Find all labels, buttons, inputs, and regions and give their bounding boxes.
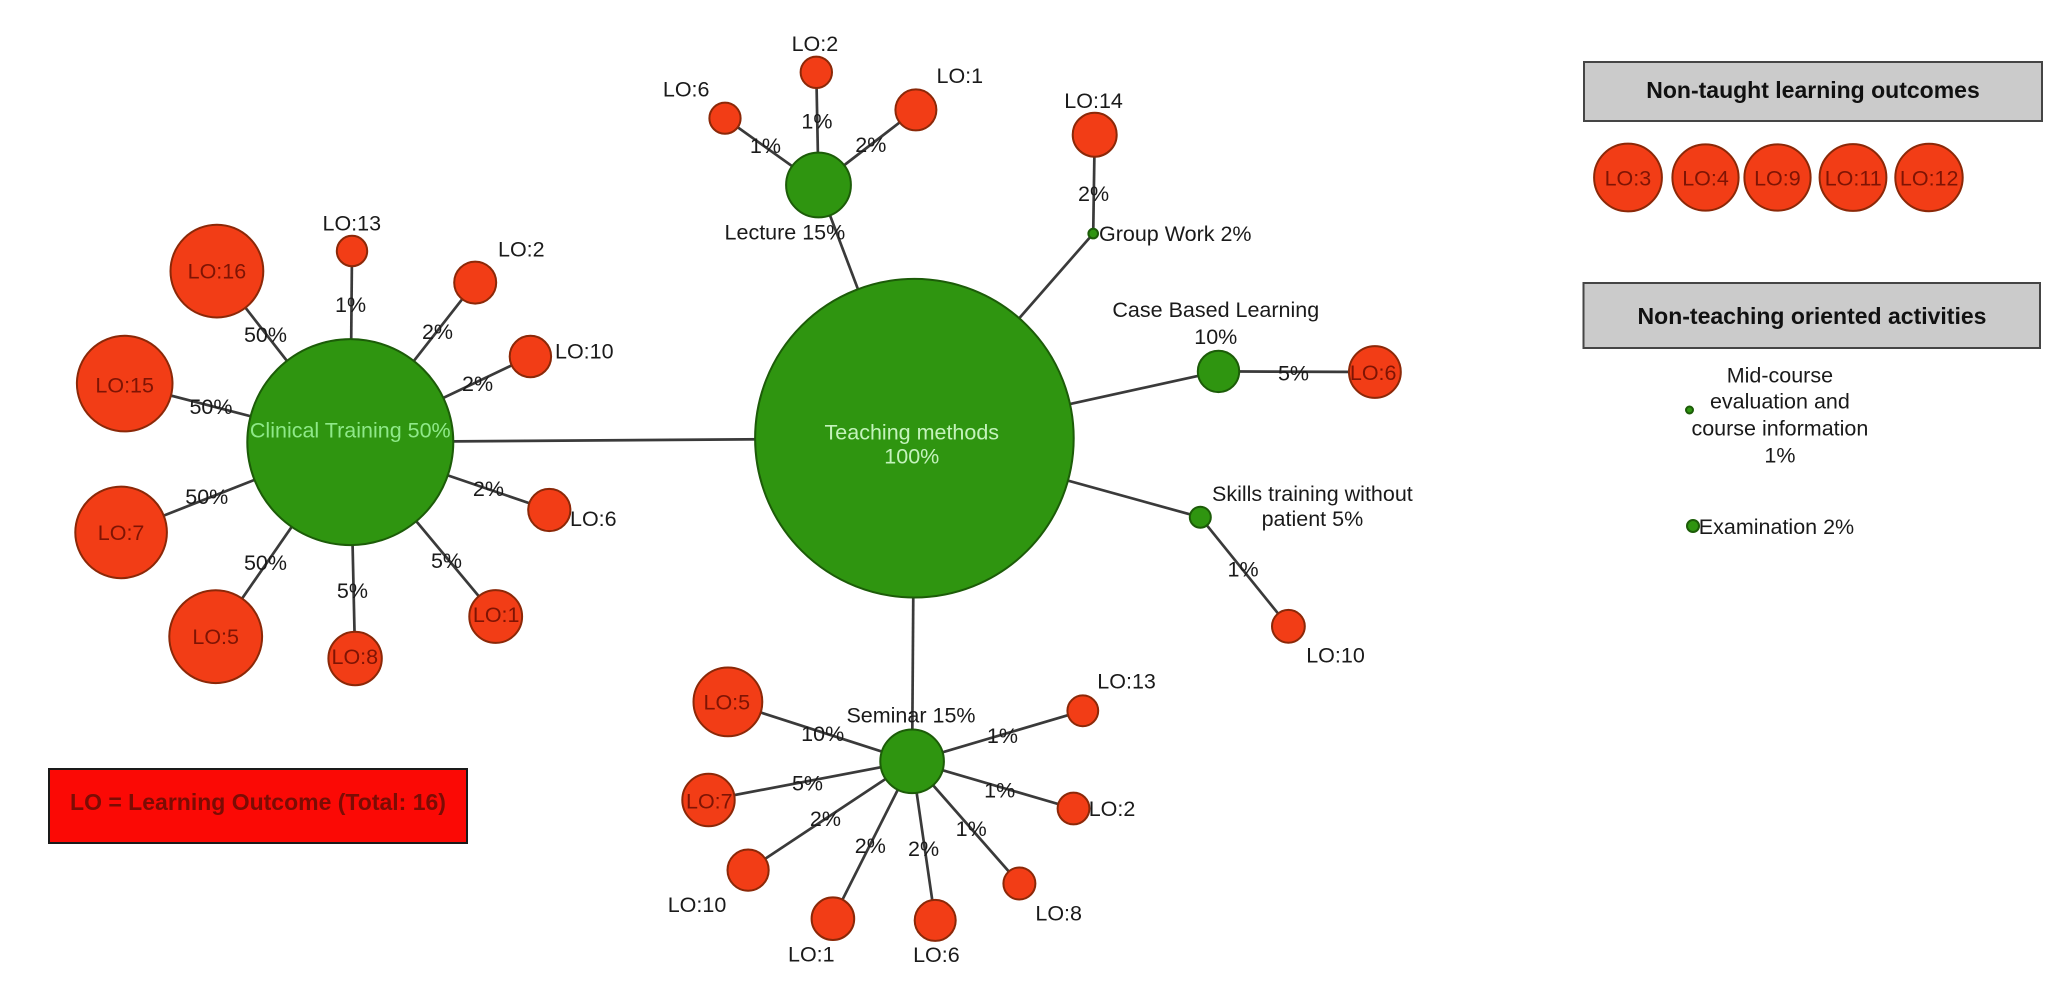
svg-text:1%: 1% [335, 293, 366, 317]
svg-text:1%: 1% [987, 724, 1018, 748]
svg-text:LO:14: LO:14 [1064, 89, 1123, 113]
svg-text:2%: 2% [908, 837, 939, 861]
svg-text:LO:12: LO:12 [1900, 166, 1959, 190]
svg-text:2%: 2% [422, 320, 453, 344]
svg-text:LO:2: LO:2 [498, 237, 545, 261]
svg-text:LO:1: LO:1 [473, 603, 520, 627]
svg-text:LO:16: LO:16 [188, 260, 247, 284]
svg-text:2%: 2% [1078, 182, 1109, 206]
svg-text:50%: 50% [189, 395, 232, 419]
svg-text:50%: 50% [244, 551, 287, 575]
svg-text:Seminar 15%: Seminar 15% [846, 704, 975, 728]
svg-text:1%: 1% [984, 779, 1015, 803]
svg-text:2%: 2% [473, 477, 504, 501]
svg-text:LO:7: LO:7 [686, 789, 733, 813]
svg-text:LO:6: LO:6 [663, 78, 710, 102]
svg-text:patient 5%: patient 5% [1262, 507, 1364, 531]
svg-text:LO:15: LO:15 [95, 373, 154, 397]
svg-text:LO:8: LO:8 [1035, 902, 1082, 926]
svg-text:1%: 1% [1764, 443, 1795, 467]
svg-text:Group Work 2%: Group Work 2% [1099, 222, 1252, 246]
svg-text:Non-taught learning outcomes: Non-taught learning outcomes [1646, 77, 1980, 103]
svg-text:LO:7: LO:7 [98, 521, 145, 545]
svg-text:Lecture 15%: Lecture 15% [725, 220, 846, 244]
svg-text:LO:5: LO:5 [703, 690, 750, 714]
svg-text:1%: 1% [1228, 557, 1259, 581]
svg-text:LO:1: LO:1 [936, 64, 983, 88]
svg-text:5%: 5% [431, 549, 462, 573]
svg-text:Non-teaching oriented activiti: Non-teaching oriented activities [1638, 303, 1987, 329]
svg-text:LO:6: LO:6 [570, 507, 617, 531]
svg-text:LO = Learning Outcome (Total:: LO = Learning Outcome (Total: 16) [70, 789, 446, 815]
svg-text:Examination 2%: Examination 2% [1699, 515, 1854, 539]
svg-text:LO:1: LO:1 [788, 943, 835, 967]
svg-text:5%: 5% [337, 579, 368, 603]
svg-text:LO:4: LO:4 [1682, 166, 1729, 190]
svg-text:1%: 1% [750, 134, 781, 158]
svg-text:LO:8: LO:8 [331, 645, 378, 669]
svg-text:LO:11: LO:11 [1825, 166, 1882, 190]
svg-text:evaluation and: evaluation and [1710, 390, 1850, 414]
svg-text:2%: 2% [855, 133, 886, 157]
svg-text:1%: 1% [956, 817, 987, 841]
svg-text:LO:5: LO:5 [192, 625, 239, 649]
svg-text:2%: 2% [855, 834, 886, 858]
svg-text:100%: 100% [884, 445, 939, 469]
svg-text:LO:10: LO:10 [555, 339, 614, 363]
svg-text:Clinical Training 50%: Clinical Training 50% [250, 418, 451, 442]
svg-text:LO:3: LO:3 [1605, 166, 1652, 190]
svg-text:Case Based Learning: Case Based Learning [1112, 298, 1319, 322]
svg-text:LO:2: LO:2 [792, 32, 839, 56]
svg-text:LO:13: LO:13 [323, 212, 382, 236]
svg-text:LO:10: LO:10 [1306, 643, 1365, 667]
svg-text:LO:10: LO:10 [668, 893, 727, 917]
svg-text:Skills training without: Skills training without [1212, 482, 1413, 506]
svg-text:LO:2: LO:2 [1089, 797, 1136, 821]
svg-text:1%: 1% [801, 110, 832, 134]
svg-text:10%: 10% [801, 722, 844, 746]
svg-text:LO:13: LO:13 [1097, 670, 1156, 694]
svg-text:LO:6: LO:6 [1350, 361, 1397, 385]
svg-text:Mid-course: Mid-course [1727, 363, 1833, 387]
svg-text:50%: 50% [244, 323, 287, 347]
svg-text:50%: 50% [185, 485, 228, 509]
svg-text:LO:9: LO:9 [1754, 166, 1801, 190]
svg-text:2%: 2% [810, 807, 841, 831]
svg-text:Teaching methods: Teaching methods [825, 420, 1000, 444]
svg-text:2%: 2% [462, 372, 493, 396]
svg-text:5%: 5% [792, 771, 823, 795]
svg-text:10%: 10% [1194, 325, 1237, 349]
svg-text:course information: course information [1691, 416, 1868, 440]
svg-text:5%: 5% [1278, 362, 1309, 386]
svg-text:LO:6: LO:6 [913, 943, 960, 967]
